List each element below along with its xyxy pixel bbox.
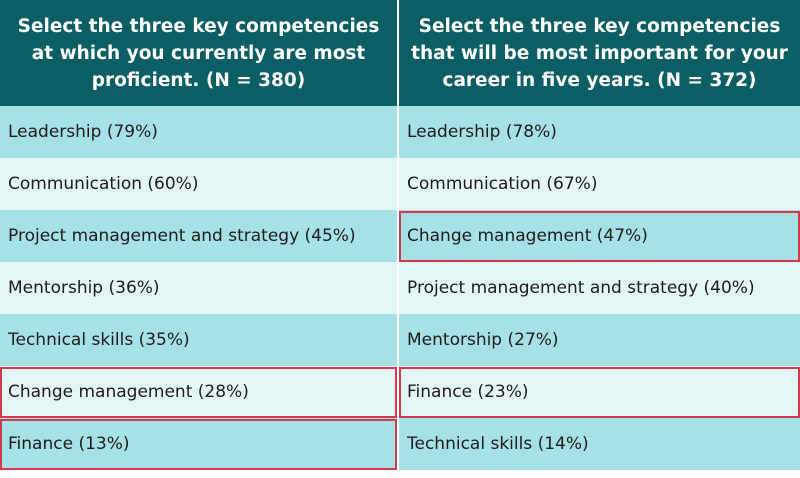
table-cell-highlighted: Finance (23%) — [399, 366, 800, 418]
table-cell: Technical skills (14%) — [399, 418, 800, 470]
table-cell: Communication (60%) — [0, 158, 399, 210]
table-cell: Project management and strategy (45%) — [0, 210, 399, 262]
table-cell: Leadership (78%) — [399, 106, 800, 158]
table-cell: Project management and strategy (40%) — [399, 262, 800, 314]
table-cell-highlighted: Change management (47%) — [399, 210, 800, 262]
table-cell: Mentorship (27%) — [399, 314, 800, 366]
table-cell-highlighted: Change management (28%) — [0, 366, 399, 418]
table-cell: Mentorship (36%) — [0, 262, 399, 314]
table-cell-highlighted: Finance (13%) — [0, 418, 399, 470]
column-header-current: Select the three key competencies at whi… — [0, 0, 399, 106]
table-cell: Communication (67%) — [399, 158, 800, 210]
table-cell: Technical skills (35%) — [0, 314, 399, 366]
table-cell: Leadership (79%) — [0, 106, 399, 158]
column-header-future: Select the three key competencies that w… — [399, 0, 800, 106]
